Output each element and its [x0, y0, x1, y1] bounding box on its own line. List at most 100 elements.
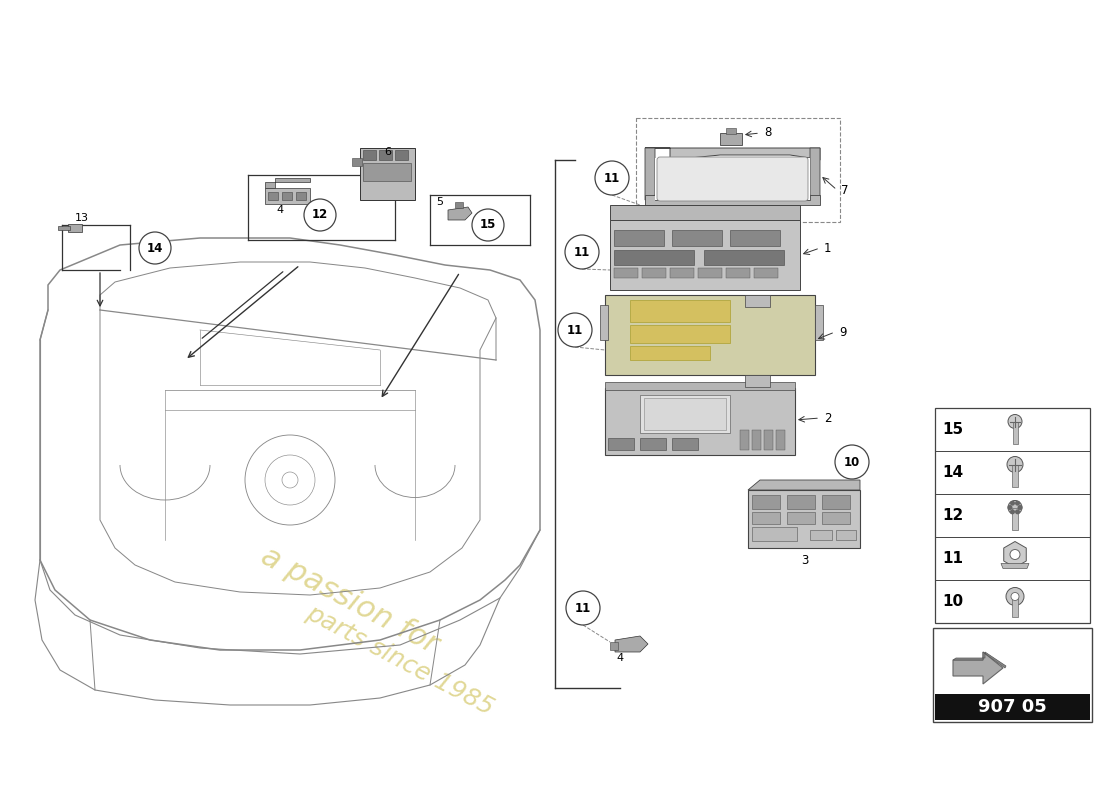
- Text: 2: 2: [824, 411, 832, 425]
- Bar: [720, 133, 742, 145]
- Polygon shape: [645, 148, 820, 160]
- Polygon shape: [610, 220, 800, 290]
- Polygon shape: [605, 388, 795, 455]
- Polygon shape: [645, 148, 654, 200]
- Bar: [614, 250, 694, 265]
- Bar: [754, 268, 778, 278]
- Polygon shape: [645, 195, 820, 205]
- Polygon shape: [748, 490, 860, 548]
- Bar: [630, 346, 710, 360]
- Bar: [726, 268, 750, 278]
- Bar: [822, 512, 850, 524]
- Text: 12: 12: [943, 508, 964, 523]
- Bar: [610, 642, 618, 650]
- Polygon shape: [1003, 542, 1026, 567]
- Bar: [268, 192, 278, 200]
- Bar: [704, 250, 784, 265]
- Bar: [776, 430, 785, 450]
- Bar: [740, 430, 749, 450]
- Bar: [58, 226, 70, 230]
- Text: 8: 8: [764, 126, 771, 139]
- Bar: [630, 325, 730, 343]
- Polygon shape: [748, 480, 860, 490]
- Circle shape: [1008, 505, 1012, 510]
- Text: 12: 12: [312, 209, 328, 222]
- Bar: [363, 150, 376, 160]
- Bar: [935, 408, 1090, 623]
- Text: 10: 10: [943, 594, 964, 609]
- Text: 6: 6: [385, 147, 392, 157]
- Bar: [614, 268, 638, 278]
- Circle shape: [139, 232, 170, 264]
- Bar: [379, 150, 392, 160]
- Bar: [935, 694, 1090, 720]
- Polygon shape: [1001, 563, 1028, 569]
- Bar: [672, 438, 698, 450]
- Bar: [360, 148, 415, 200]
- Text: 4: 4: [616, 653, 624, 663]
- Bar: [730, 230, 780, 246]
- Bar: [1012, 597, 1018, 617]
- Bar: [265, 188, 310, 204]
- Bar: [815, 305, 823, 340]
- Text: 907 05: 907 05: [978, 698, 1047, 716]
- Bar: [752, 495, 780, 509]
- Polygon shape: [605, 295, 815, 375]
- Bar: [608, 438, 634, 450]
- FancyBboxPatch shape: [657, 157, 808, 201]
- Bar: [352, 158, 362, 166]
- Text: 1: 1: [824, 242, 832, 254]
- Bar: [363, 163, 411, 181]
- Bar: [752, 527, 798, 541]
- Circle shape: [1018, 505, 1023, 510]
- Bar: [752, 512, 780, 524]
- Bar: [630, 300, 730, 322]
- Bar: [786, 495, 815, 509]
- Circle shape: [566, 591, 600, 625]
- Text: 15: 15: [943, 422, 964, 437]
- Text: 11: 11: [566, 323, 583, 337]
- Bar: [642, 268, 666, 278]
- Polygon shape: [610, 205, 800, 220]
- Bar: [600, 305, 608, 340]
- Bar: [644, 398, 726, 430]
- Circle shape: [565, 235, 600, 269]
- Text: 11: 11: [604, 171, 620, 185]
- Bar: [1012, 422, 1018, 443]
- Circle shape: [1015, 510, 1020, 514]
- Bar: [640, 395, 730, 433]
- Bar: [1012, 465, 1018, 486]
- Circle shape: [1011, 593, 1019, 601]
- Text: 11: 11: [574, 246, 590, 258]
- Bar: [698, 268, 722, 278]
- Circle shape: [1006, 457, 1023, 473]
- Bar: [764, 430, 773, 450]
- Bar: [745, 295, 770, 307]
- Bar: [726, 128, 736, 134]
- Circle shape: [472, 209, 504, 241]
- Text: a passion for: a passion for: [256, 541, 443, 659]
- Bar: [786, 512, 815, 524]
- Circle shape: [1010, 501, 1015, 506]
- Circle shape: [595, 161, 629, 195]
- Polygon shape: [953, 652, 1007, 668]
- Bar: [810, 530, 832, 540]
- Text: parts since 1985: parts since 1985: [302, 601, 498, 719]
- Text: 7: 7: [842, 183, 848, 197]
- Text: 15: 15: [480, 218, 496, 231]
- Bar: [836, 530, 856, 540]
- Circle shape: [1015, 501, 1020, 506]
- Circle shape: [558, 313, 592, 347]
- Polygon shape: [448, 207, 472, 220]
- FancyBboxPatch shape: [933, 628, 1092, 722]
- Circle shape: [835, 445, 869, 479]
- Text: 5: 5: [437, 197, 443, 207]
- Bar: [1012, 507, 1018, 530]
- Circle shape: [1010, 550, 1020, 559]
- Circle shape: [1008, 501, 1022, 514]
- Polygon shape: [953, 652, 1003, 684]
- Circle shape: [1006, 587, 1024, 606]
- Bar: [296, 192, 306, 200]
- Text: 11: 11: [943, 551, 964, 566]
- Polygon shape: [615, 636, 648, 652]
